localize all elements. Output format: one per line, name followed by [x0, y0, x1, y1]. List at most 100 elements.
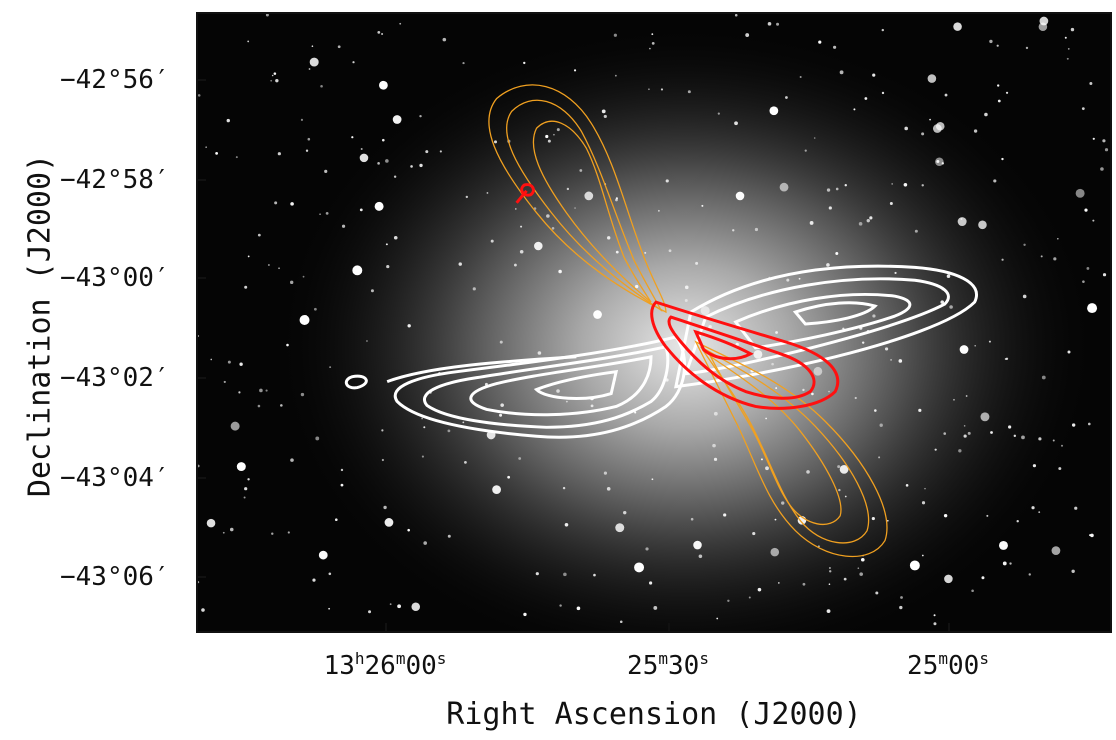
star [936, 159, 940, 163]
star [648, 88, 650, 91]
star [226, 118, 230, 123]
star [953, 398, 955, 401]
star [499, 340, 503, 344]
star [601, 109, 606, 114]
star [366, 340, 368, 342]
star [781, 501, 785, 505]
star [1057, 237, 1059, 240]
star [603, 471, 608, 475]
orange-contours [488, 84, 888, 558]
star [590, 404, 594, 408]
star [606, 487, 611, 491]
star [866, 218, 870, 223]
star [351, 136, 354, 139]
bright-star [1087, 303, 1098, 314]
star [1008, 425, 1012, 429]
star [1052, 439, 1055, 442]
star [328, 607, 331, 610]
star [205, 146, 207, 148]
star [313, 307, 317, 311]
star [872, 314, 876, 318]
star [1100, 167, 1104, 171]
star [1009, 562, 1012, 565]
star [1066, 57, 1069, 60]
star [905, 484, 909, 487]
star [499, 413, 503, 417]
star [359, 153, 369, 163]
star [701, 204, 704, 207]
star [935, 157, 944, 167]
star [523, 612, 527, 617]
star [986, 514, 989, 517]
star [886, 519, 889, 522]
star [556, 128, 560, 132]
star [978, 220, 987, 230]
star [419, 114, 422, 118]
star [614, 74, 617, 77]
star [1070, 27, 1075, 32]
star [649, 47, 651, 50]
star [804, 149, 807, 152]
star [752, 531, 756, 536]
x-tick-label: 13h26m00s [323, 649, 447, 681]
star [944, 93, 948, 97]
star [826, 188, 831, 192]
star [547, 139, 551, 143]
star [898, 359, 903, 363]
star [826, 609, 831, 614]
star [649, 581, 653, 585]
star [290, 458, 294, 462]
star [235, 156, 238, 159]
star [651, 33, 654, 36]
star [518, 457, 522, 460]
star [546, 214, 550, 218]
star [949, 305, 953, 309]
star [270, 79, 273, 82]
star [918, 408, 922, 412]
star [904, 126, 908, 131]
star [553, 133, 555, 136]
star [535, 572, 539, 576]
star [835, 251, 839, 255]
y-tick-label: −43°04′ [60, 463, 170, 493]
star [566, 187, 570, 191]
star [442, 37, 447, 42]
star [940, 300, 945, 304]
star [274, 201, 278, 205]
star [943, 513, 948, 518]
star [247, 255, 250, 258]
star [563, 572, 567, 577]
star [389, 603, 392, 606]
star [778, 582, 780, 584]
star [458, 262, 462, 266]
star [564, 523, 569, 527]
star [806, 470, 810, 474]
bright-star [634, 562, 645, 573]
star [325, 212, 329, 215]
star [811, 392, 814, 396]
star [198, 94, 201, 97]
star [215, 152, 219, 155]
star [381, 458, 384, 462]
star [953, 22, 962, 31]
star [879, 423, 883, 427]
star [653, 606, 658, 610]
star [771, 362, 774, 366]
star [1038, 22, 1048, 31]
star [651, 42, 655, 45]
star [341, 224, 346, 228]
star [223, 380, 226, 384]
star [1051, 546, 1061, 555]
star [1067, 47, 1070, 50]
star [421, 417, 424, 420]
bright-star [299, 315, 310, 325]
star [993, 179, 997, 183]
star [802, 582, 806, 586]
star [973, 129, 978, 133]
star [871, 516, 875, 521]
star [464, 461, 467, 464]
star [660, 88, 664, 91]
star [407, 528, 410, 532]
star [1032, 464, 1037, 468]
star [1028, 573, 1031, 576]
